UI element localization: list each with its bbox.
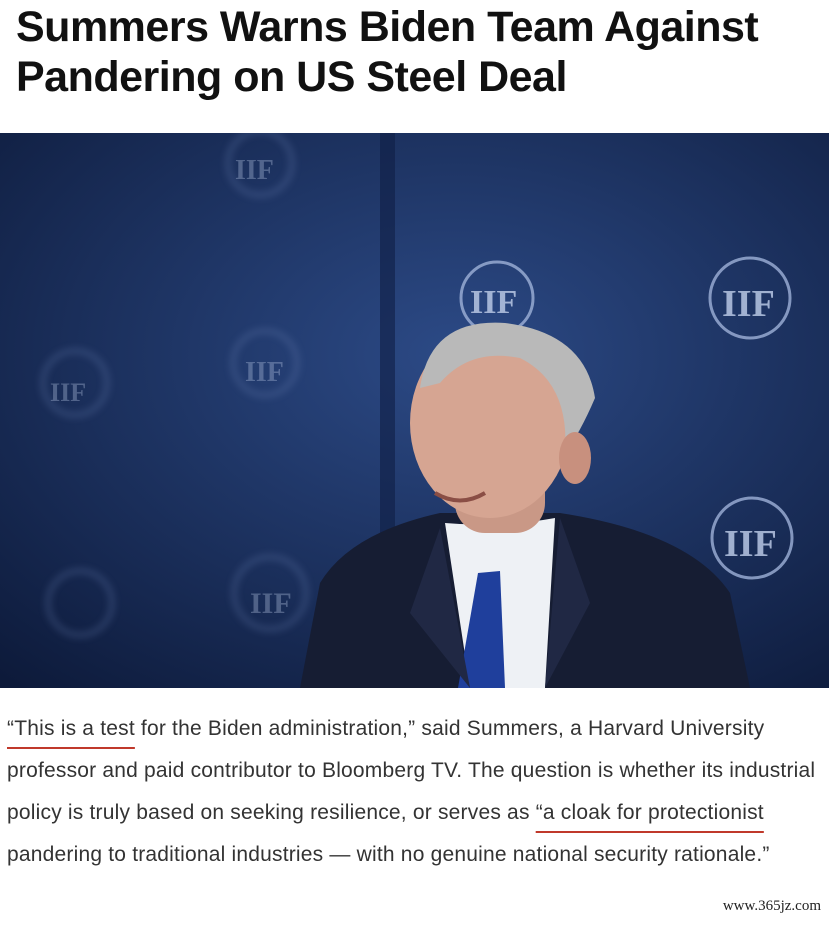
logo-text: IIF (250, 587, 292, 620)
headline: Summers Warns Biden Team Against Panderi… (16, 3, 759, 101)
text-run: pandering to traditional industries — wi… (7, 843, 770, 866)
watermark: www.365jz.com (722, 898, 821, 914)
logo-text: IIF (722, 283, 775, 325)
highlighted-quote: “a cloak for protectionist (535, 801, 764, 824)
logo-text: IIF (50, 378, 86, 407)
logo-text: IIF (724, 523, 777, 565)
text-run: for the Biden administration,” said Summ… (7, 717, 816, 824)
article-paragraph: “This is a test for the Biden administra… (7, 708, 822, 876)
logo-text: IIF (235, 155, 274, 186)
logo-text: IIF (245, 357, 284, 388)
photo: IIF IIF IIF IIF IIF IIF IIF (0, 133, 829, 688)
logo-text: IIF (470, 284, 517, 321)
highlighted-quote: “This is a test (7, 717, 135, 740)
